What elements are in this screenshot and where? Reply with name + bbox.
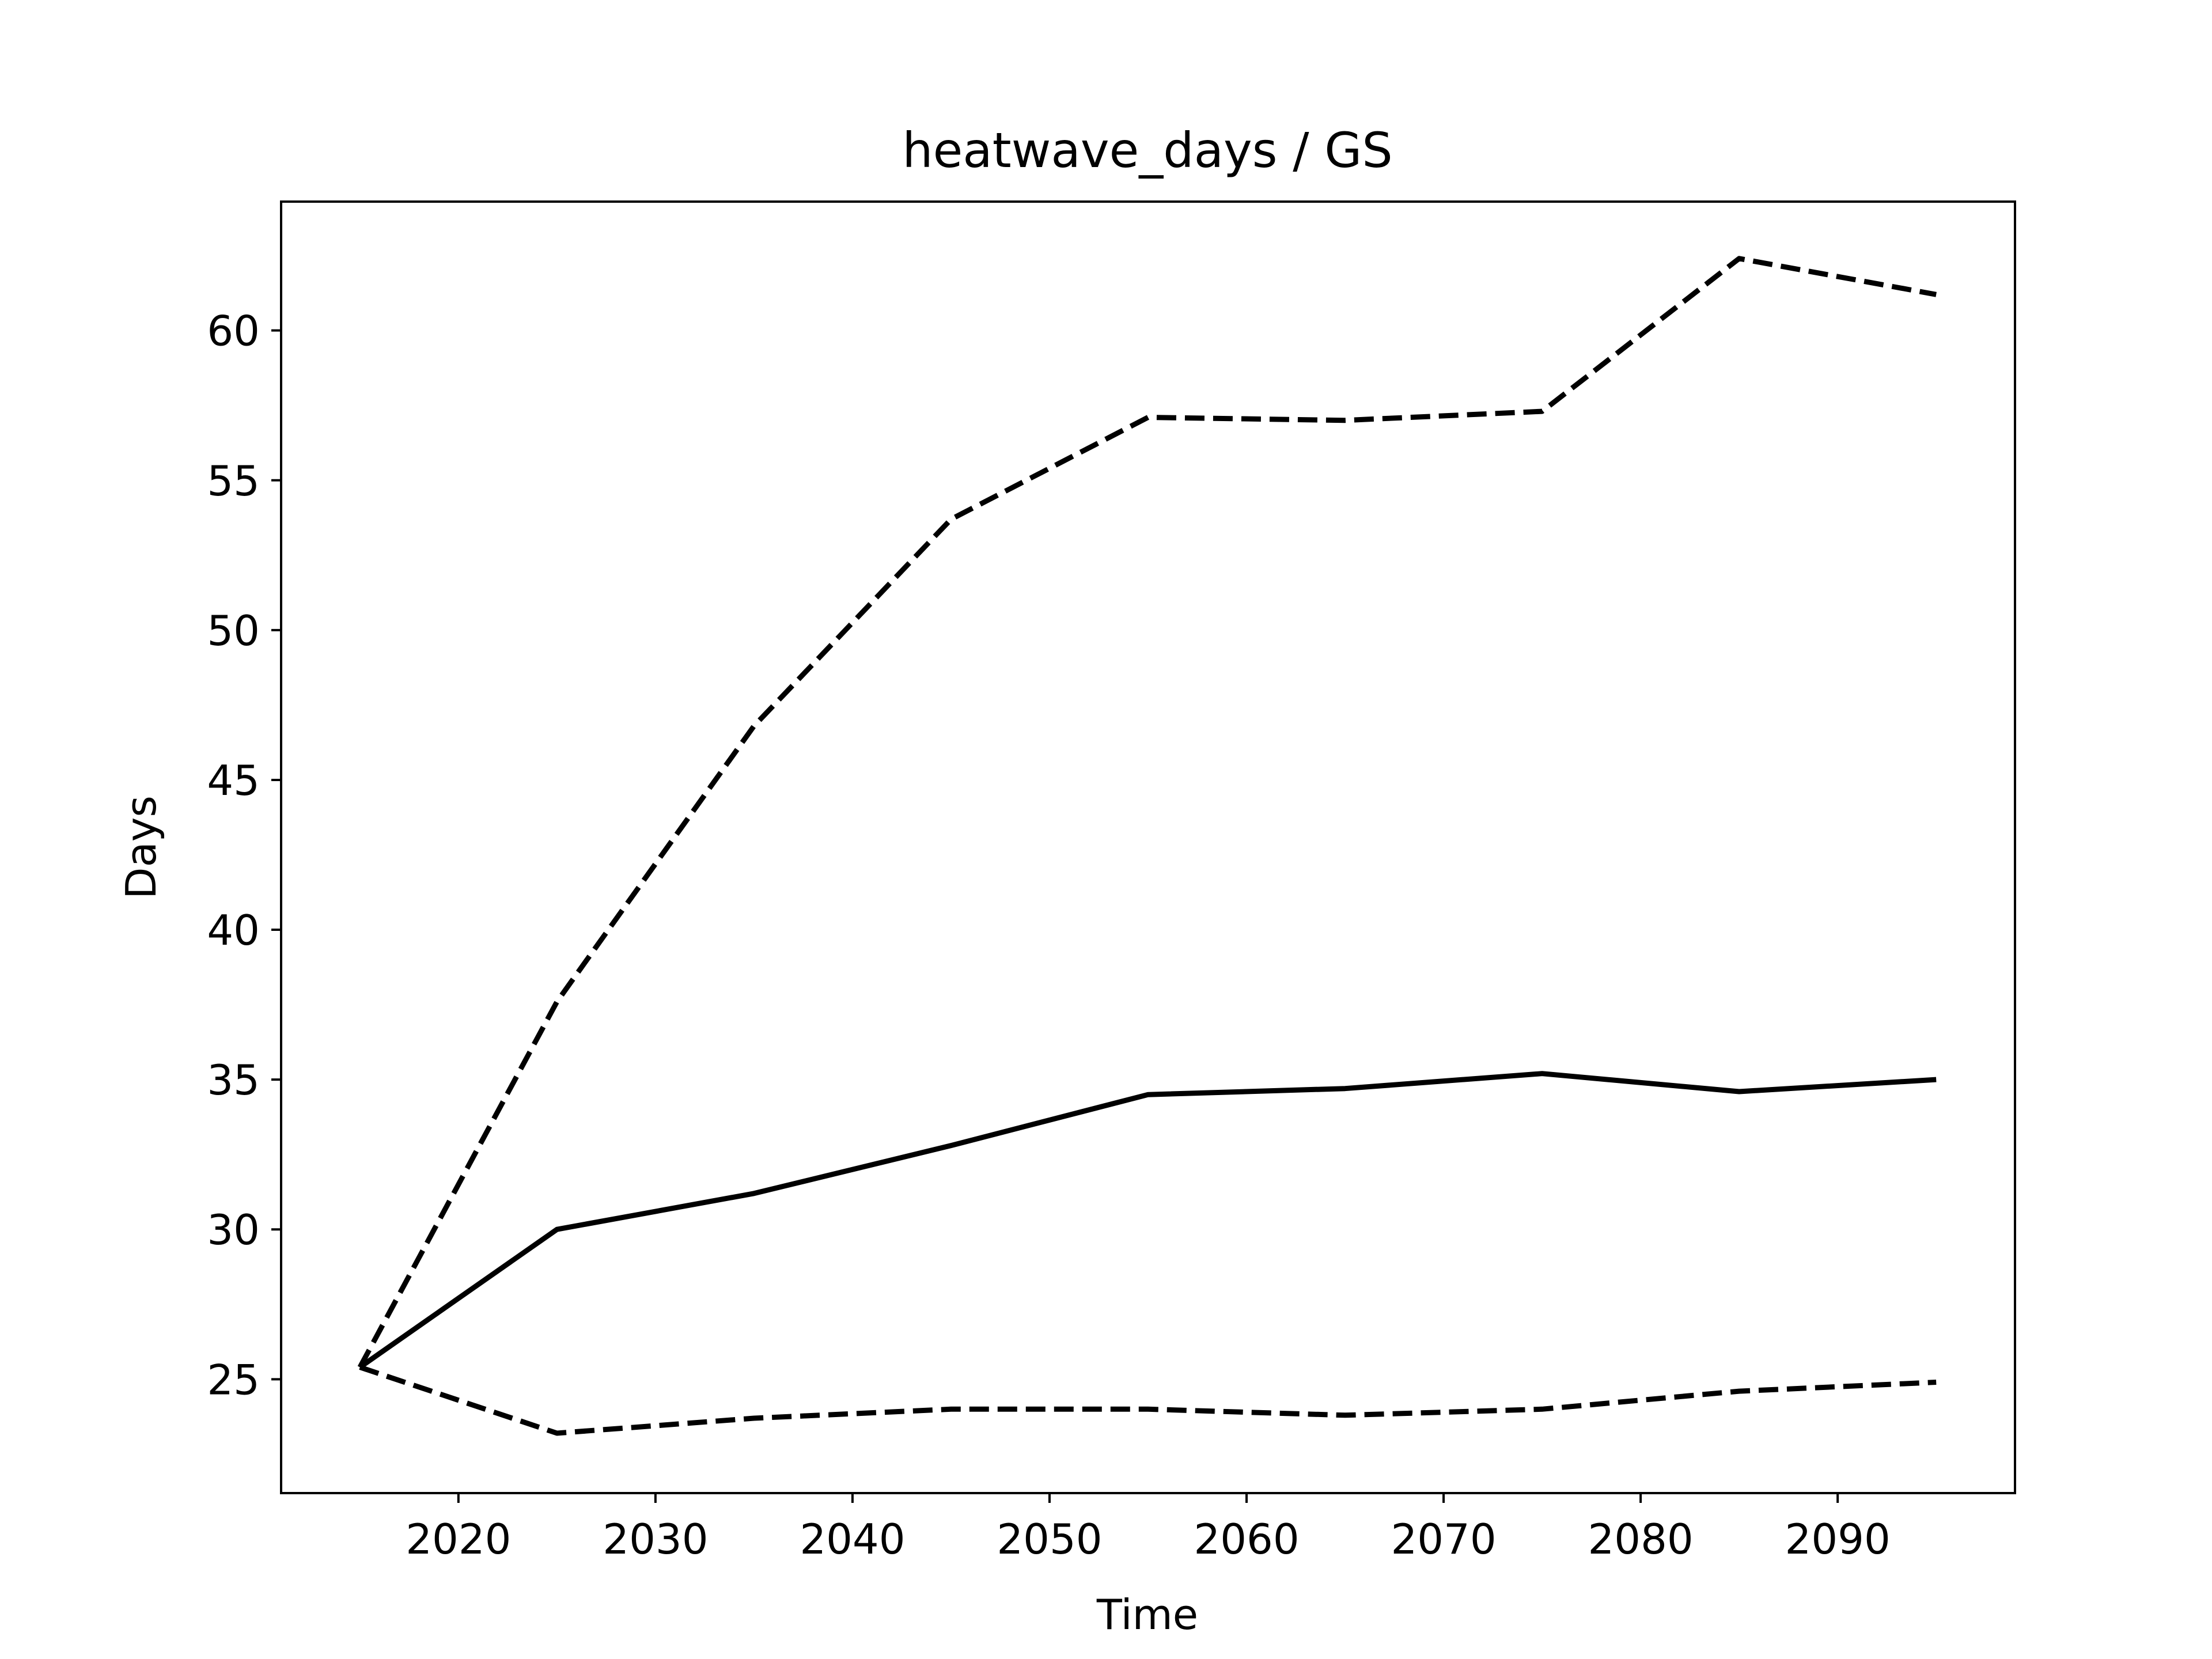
x-tick-label: 2060 xyxy=(1194,1515,1299,1563)
series-line-3 xyxy=(359,1365,1937,1436)
y-tick-label: 45 xyxy=(207,756,260,805)
y-tick-label: 25 xyxy=(207,1355,260,1404)
x-tick-label: 2030 xyxy=(603,1515,708,1563)
series-layer xyxy=(357,256,1937,1436)
x-tick-label: 2050 xyxy=(997,1515,1102,1563)
x-tick-label: 2070 xyxy=(1391,1515,1496,1563)
y-tick-label: 55 xyxy=(207,457,260,505)
series-line-2 xyxy=(358,1071,1937,1370)
x-tick-label: 2090 xyxy=(1785,1515,1891,1563)
plot-frame xyxy=(280,200,2016,1494)
y-axis-ticks: 25 30 35 40 45 50 55 60 xyxy=(207,307,281,1404)
x-axis-ticks: 2020 2030 2040 2050 2060 2070 2080 2090 xyxy=(406,1493,1891,1563)
y-tick-label: 35 xyxy=(207,1056,260,1104)
y-tick-label: 60 xyxy=(207,307,260,355)
y-tick-label: 50 xyxy=(207,607,260,655)
y-tick-label: 30 xyxy=(207,1206,260,1254)
x-axis-label: Time xyxy=(1096,1590,1198,1639)
y-axis-label: Days xyxy=(117,796,165,899)
chart-title: heatwave_days / GS xyxy=(902,122,1392,179)
x-tick-label: 2080 xyxy=(1588,1515,1693,1563)
y-tick-label: 40 xyxy=(207,906,260,955)
series-line-1 xyxy=(357,256,1937,1369)
x-tick-label: 2040 xyxy=(800,1515,905,1563)
x-tick-label: 2020 xyxy=(406,1515,511,1563)
